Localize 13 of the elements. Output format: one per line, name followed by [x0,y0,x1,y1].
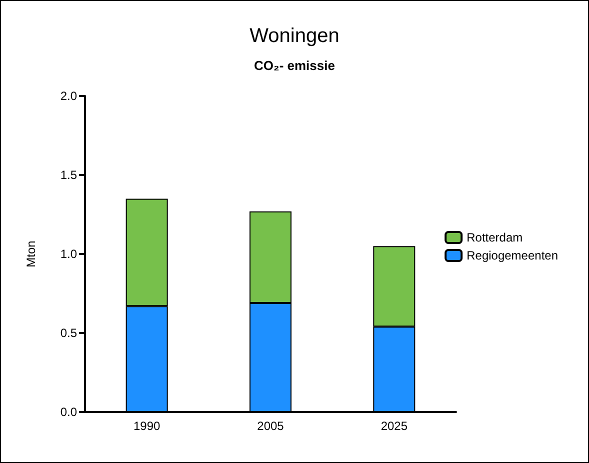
x-tick-label: 2005 [257,419,284,433]
legend-label: Regiogemeenten [466,248,558,262]
y-tick-label: 0.5 [60,326,78,340]
y-tick-label: 0.0 [60,405,78,419]
y-tick-label: 1.5 [60,168,78,182]
y-tick-label: 1.0 [60,247,78,261]
chart-subtitle: CO₂- emissie [254,58,335,73]
x-tick-label: 2025 [380,419,408,433]
y-tick-label: 2.0 [60,89,78,103]
x-tick-label: 1990 [133,419,161,433]
y-axis-title: Mton [24,240,38,268]
legend-label: Rotterdam [466,230,523,244]
chart-title: Woningen [250,25,340,47]
